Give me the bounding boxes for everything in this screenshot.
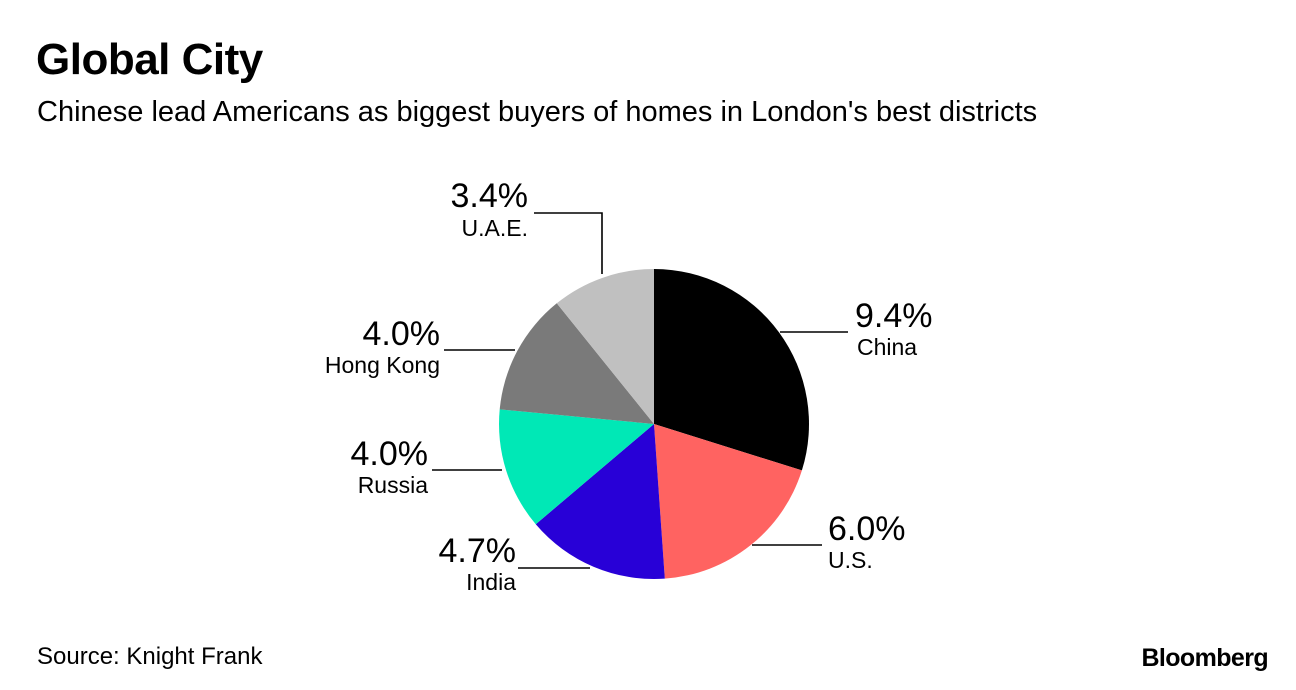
value-label: 9.4%	[855, 297, 933, 335]
category-label: China	[857, 334, 917, 360]
bloomberg-logo: Bloomberg	[1141, 644, 1268, 672]
slice-label-russia: 4.0%Russia	[351, 435, 502, 498]
slice-label-hong-kong: 4.0%Hong Kong	[325, 315, 515, 378]
slice-label-india: 4.7%India	[439, 532, 590, 595]
pie-slice-u-s	[654, 424, 802, 579]
slice-label-u-s: 6.0%U.S.	[752, 510, 906, 573]
value-label: 6.0%	[828, 510, 906, 548]
value-label: 3.4%	[451, 177, 529, 215]
value-label: 4.7%	[439, 532, 517, 570]
pie-slice-u-a-e	[556, 269, 654, 424]
pie-slice-russia	[499, 409, 654, 525]
category-label: Hong Kong	[325, 352, 440, 378]
value-label: 4.0%	[351, 435, 429, 473]
category-label: U.A.E.	[462, 215, 528, 241]
slice-label-china: 9.4%China	[780, 297, 933, 360]
category-label: Russia	[358, 472, 429, 498]
value-label: 4.0%	[363, 315, 441, 353]
category-label: India	[466, 569, 516, 595]
source-note: Source: Knight Frank	[37, 643, 263, 670]
slice-label-u-a-e: 3.4%U.A.E.	[451, 177, 603, 274]
category-label: U.S.	[828, 547, 873, 573]
pie-slice-china	[654, 269, 809, 471]
pie-slices	[499, 269, 809, 579]
chart-title: Global City	[36, 35, 263, 84]
pie-slice-india	[535, 424, 665, 579]
leader-line	[534, 212, 603, 274]
chart-subtitle: Chinese lead Americans as biggest buyers…	[37, 96, 1038, 128]
pie-slice-hong-kong	[499, 303, 654, 424]
